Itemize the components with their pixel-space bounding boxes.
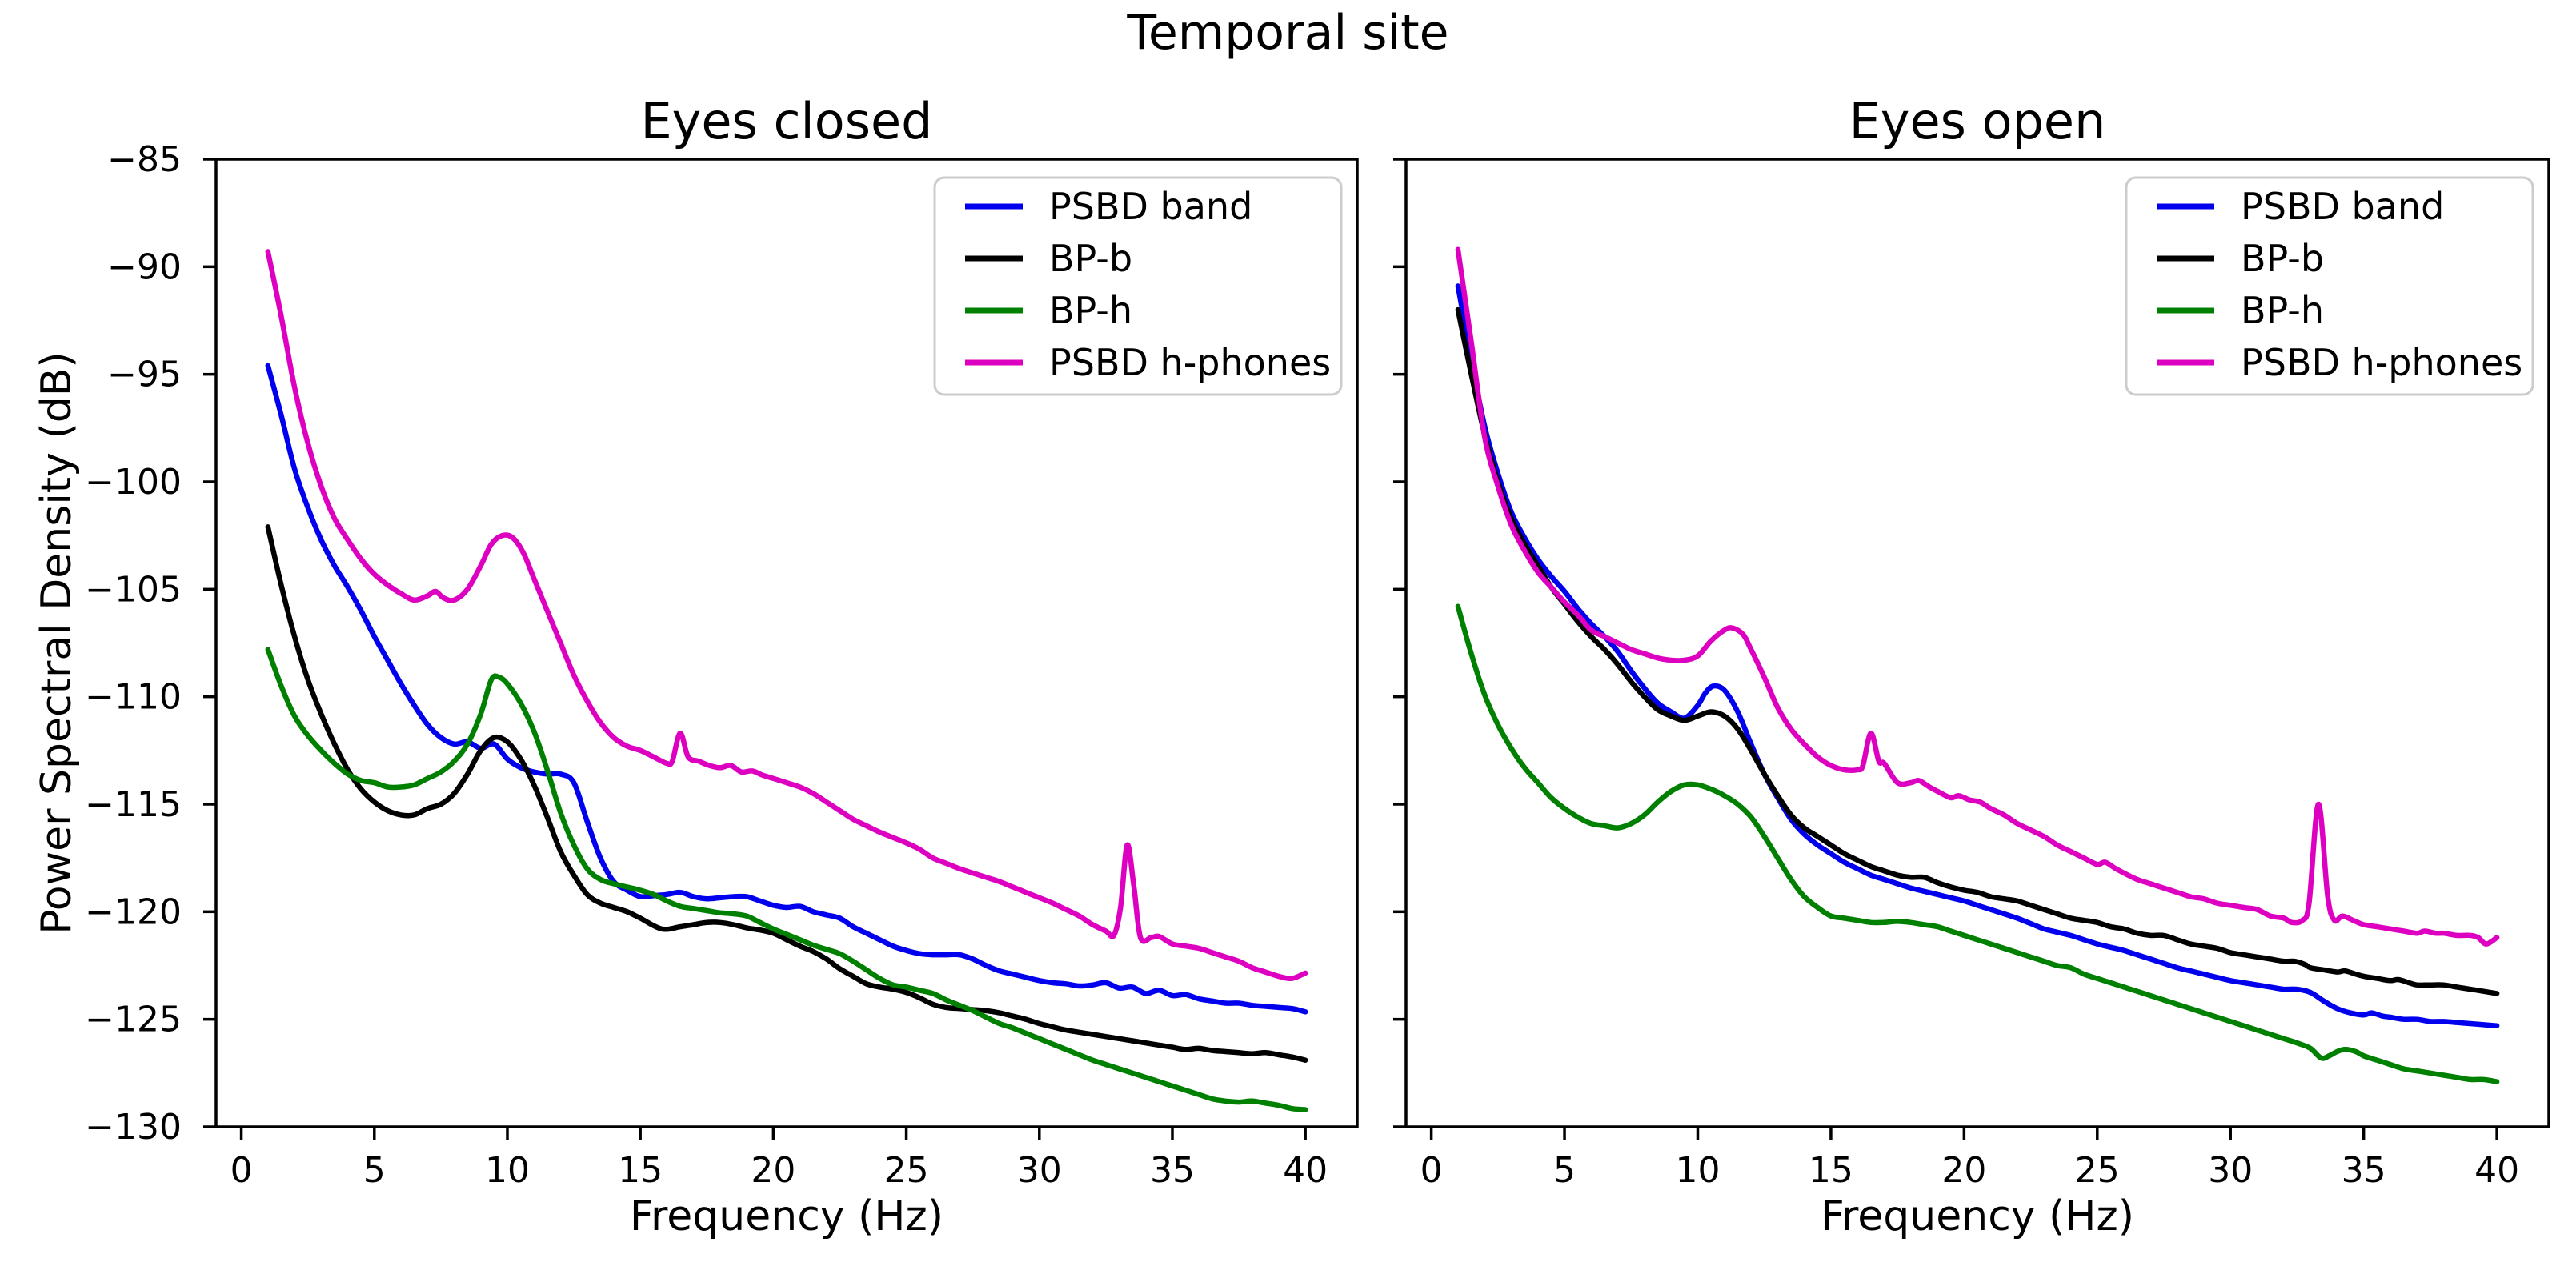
- legend: PSBD band BP-b BP-h PSBD h-phones: [2125, 176, 2534, 396]
- y-tick-label: −115: [85, 784, 182, 825]
- series-line-bp-h: [265, 647, 1308, 1112]
- legend-label-bp-b: BP-b: [1049, 237, 1132, 280]
- y-tick-label: −105: [85, 569, 182, 610]
- y-tick-label: −130: [85, 1107, 182, 1148]
- y-axis-label: Power Spectral Density (dB): [33, 351, 81, 934]
- legend-box: [933, 176, 1343, 396]
- x-tick-label: 0: [1420, 1150, 1443, 1191]
- legend-box: [2125, 176, 2534, 396]
- series-line-psbd-h-phones: [1455, 246, 2500, 947]
- y-tick-label: −110: [85, 677, 182, 718]
- x-axis-label: Frequency (Hz): [630, 1192, 943, 1240]
- panel-title: Eyes open: [1849, 92, 2106, 150]
- panel-eyes-open: 0 5 10 15 20 25 30 35 40 Eyes open Frequency (Hz) P…: [1393, 92, 2550, 1240]
- x-tick-label: 15: [1809, 1150, 1853, 1191]
- x-tick-label: 0: [230, 1150, 253, 1191]
- series-line-bp-b: [1455, 306, 2500, 996]
- x-tick-label: 35: [1150, 1150, 1195, 1191]
- y-tick-label: −90: [107, 246, 182, 287]
- panel-title: Eyes closed: [640, 92, 932, 150]
- x-tick-label: 40: [1283, 1150, 1328, 1191]
- legend-label-bp-b: BP-b: [2241, 237, 2324, 280]
- x-tick-label: 30: [2208, 1150, 2253, 1191]
- figure-title: Temporal site: [1127, 5, 1449, 61]
- curves: [1455, 246, 2500, 1084]
- curves: [265, 249, 1308, 1112]
- series-line-bp-h: [1455, 603, 2500, 1084]
- x-tick-label: 35: [2342, 1150, 2386, 1191]
- y-tick-label: −85: [107, 139, 182, 180]
- series-line-psbd-band: [265, 363, 1308, 1015]
- panel-eyes-closed: 0 5 10 15 20 25 30 35 40 −85 −90 −95 −100 −105 −110 −11…: [33, 92, 1359, 1240]
- legend-label-bp-h: BP-h: [1049, 289, 1132, 332]
- x-tick-label: 25: [884, 1150, 929, 1191]
- y-tick-label: −100: [85, 462, 182, 503]
- legend-label-bp-h: BP-h: [2241, 289, 2324, 332]
- legend-label-psbd-h-phones: PSBD h-phones: [1049, 341, 1331, 384]
- axes-frame: [1404, 158, 2550, 1128]
- x-tick-label: 5: [1553, 1150, 1576, 1191]
- series-line-psbd-band: [1455, 283, 2500, 1028]
- x-tick-label: 15: [618, 1150, 663, 1191]
- x-tick-label: 25: [2075, 1150, 2120, 1191]
- x-tick-label: 30: [1017, 1150, 1062, 1191]
- x-tick-label: 40: [2474, 1150, 2519, 1191]
- axes-frame: [214, 158, 1359, 1128]
- series-line-bp-b: [265, 524, 1308, 1063]
- y-tick-label: −95: [107, 355, 182, 395]
- x-tick-label: 10: [1675, 1150, 1720, 1191]
- x-tick-label: 5: [363, 1150, 386, 1191]
- series-line-psbd-h-phones: [265, 249, 1308, 981]
- x-tick-label: 20: [751, 1150, 795, 1191]
- legend-label-psbd-band: PSBD band: [2241, 185, 2444, 228]
- x-tick-label: 20: [1941, 1150, 1986, 1191]
- y-tick-label: −120: [85, 891, 182, 932]
- x-tick-label: 10: [485, 1150, 530, 1191]
- y-tick-label: −125: [85, 1000, 182, 1040]
- x-axis-label: Frequency (Hz): [1821, 1192, 2134, 1240]
- legend-label-psbd-h-phones: PSBD h-phones: [2241, 341, 2522, 384]
- legend-label-psbd-band: PSBD band: [1049, 185, 1252, 228]
- legend: PSBD band BP-b BP-h PSBD h-phones: [933, 176, 1343, 396]
